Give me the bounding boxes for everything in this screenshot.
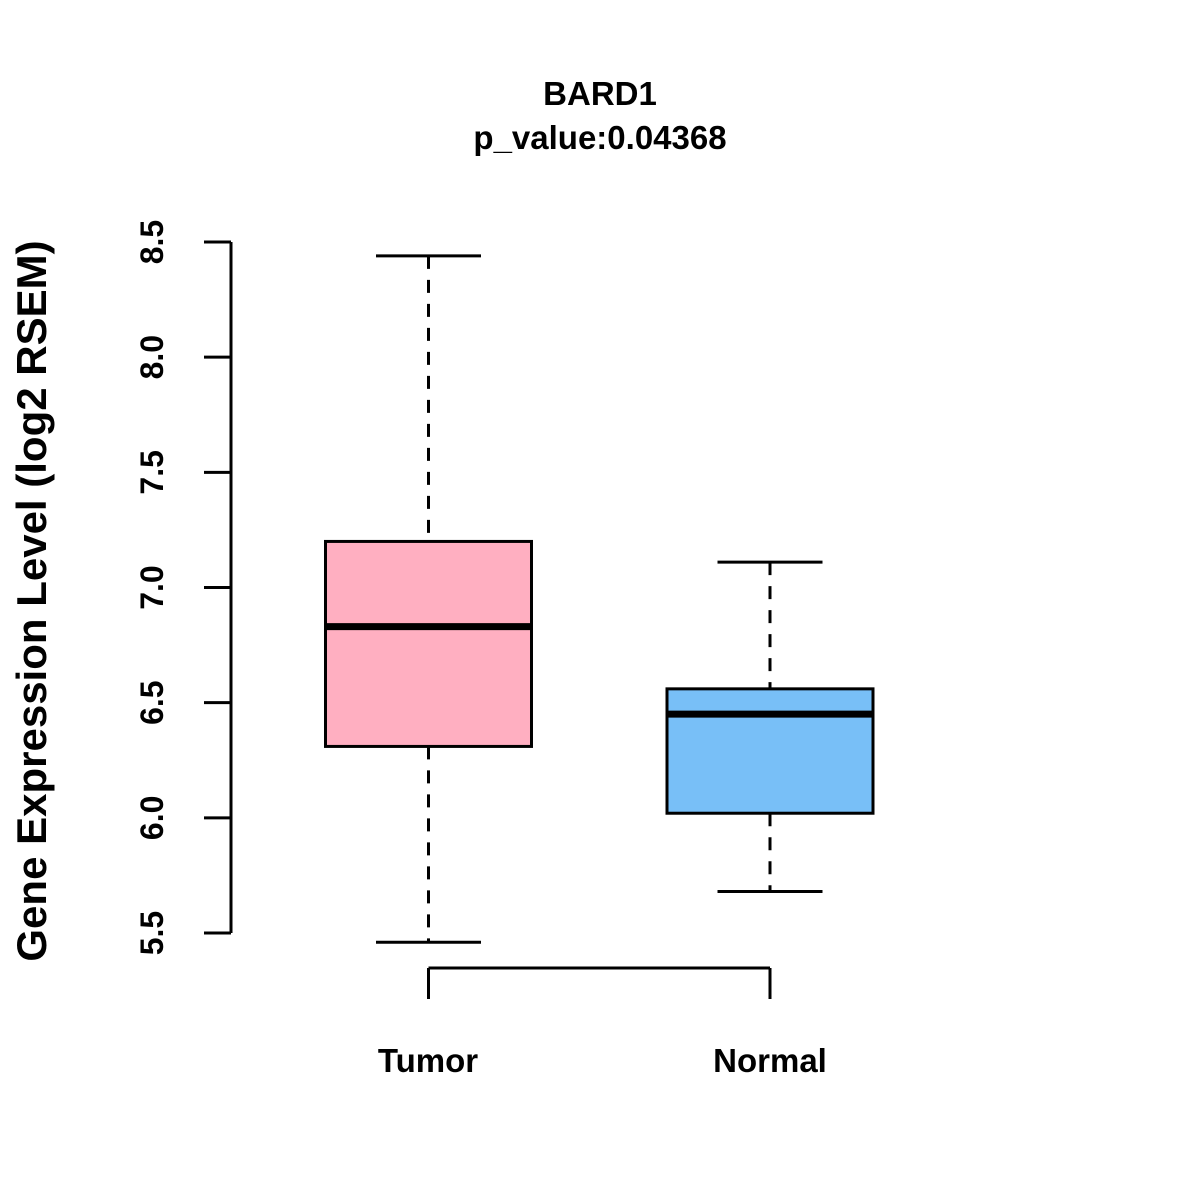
x-category-label-tumor: Tumor bbox=[377, 1042, 479, 1079]
chart-title: BARD1 bbox=[543, 75, 657, 112]
y-tick-label: 6.0 bbox=[134, 796, 170, 840]
chart-subtitle: p_value:0.04368 bbox=[473, 119, 727, 156]
y-tick-label: 8.5 bbox=[134, 220, 170, 264]
y-tick-label: 8.0 bbox=[134, 335, 170, 379]
y-tick-label: 7.5 bbox=[134, 450, 170, 494]
normal-box bbox=[665, 687, 875, 815]
y-tick-label: 7.0 bbox=[134, 565, 170, 609]
x-category-label-normal: Normal bbox=[713, 1042, 827, 1079]
y-tick-label: 6.5 bbox=[134, 680, 170, 724]
tumor-box bbox=[324, 539, 533, 748]
title-block: BARD1 p_value:0.04368 bbox=[0, 72, 1200, 160]
y-tick-label: 5.5 bbox=[134, 911, 170, 955]
